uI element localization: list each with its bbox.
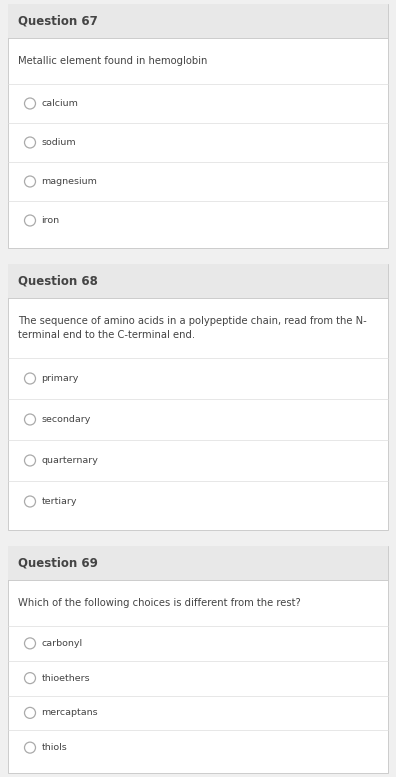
Text: calcium: calcium — [42, 99, 78, 108]
FancyBboxPatch shape — [8, 546, 388, 580]
Text: Question 69: Question 69 — [18, 556, 98, 570]
FancyBboxPatch shape — [8, 546, 388, 773]
Text: Metallic element found in hemoglobin: Metallic element found in hemoglobin — [18, 56, 208, 66]
FancyBboxPatch shape — [8, 4, 388, 38]
Text: magnesium: magnesium — [42, 177, 97, 186]
Text: thiols: thiols — [42, 743, 67, 752]
Text: Question 68: Question 68 — [18, 274, 98, 287]
Text: quarternary: quarternary — [42, 456, 98, 465]
Text: The sequence of amino acids in a polypeptide chain, read from the N-
terminal en: The sequence of amino acids in a polypep… — [18, 316, 367, 340]
FancyBboxPatch shape — [8, 264, 388, 298]
Text: primary: primary — [42, 374, 79, 383]
Text: Which of the following choices is different from the rest?: Which of the following choices is differ… — [18, 598, 301, 608]
Text: carbonyl: carbonyl — [42, 639, 83, 648]
FancyBboxPatch shape — [8, 4, 388, 248]
Text: tertiary: tertiary — [42, 497, 77, 506]
Text: secondary: secondary — [42, 415, 91, 424]
FancyBboxPatch shape — [8, 264, 388, 530]
Text: sodium: sodium — [42, 138, 76, 147]
Text: mercaptans: mercaptans — [42, 709, 98, 717]
Text: thioethers: thioethers — [42, 674, 90, 683]
Text: iron: iron — [42, 216, 60, 225]
Text: Question 67: Question 67 — [18, 15, 98, 27]
